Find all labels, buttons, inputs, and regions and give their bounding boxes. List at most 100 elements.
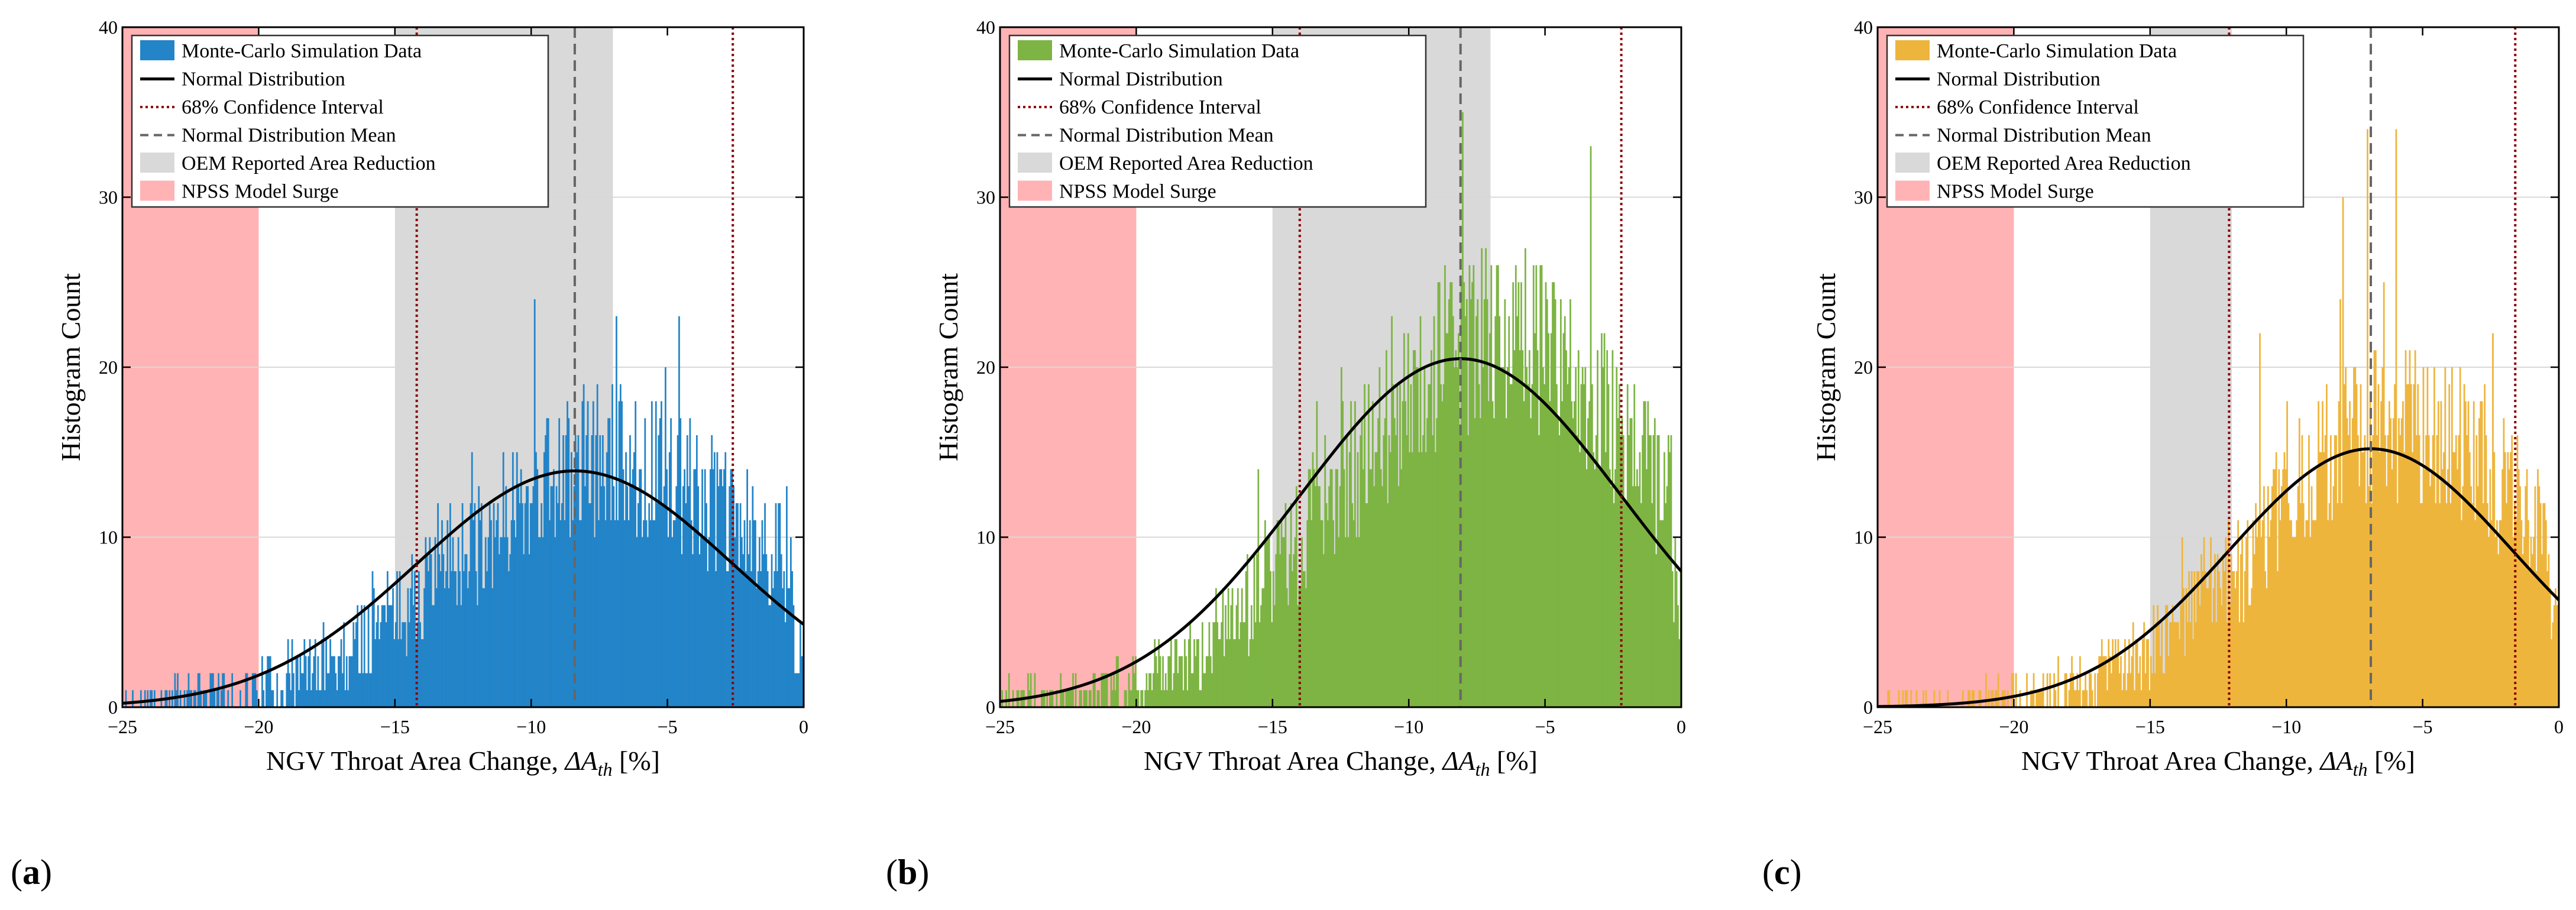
histogram-bar [2255,503,2257,707]
histogram-bar [1205,656,1208,707]
histogram-bar [2451,367,2453,707]
histogram-bar [519,503,521,707]
histogram-bar [2057,656,2059,707]
histogram-bar [1905,690,1907,707]
histogram-bar [619,384,622,707]
histogram-bar [1652,435,1655,707]
histogram-bar [1545,282,1547,707]
histogram-bar [1503,367,1504,707]
histogram-bar [795,673,797,707]
histogram-bar [2525,486,2527,707]
histogram-bar [506,537,509,707]
histogram-bar [1260,605,1262,707]
histogram-bar [1279,554,1281,707]
histogram-bar [1467,435,1470,707]
histogram-bar [1361,418,1363,707]
histogram-bar [2046,673,2048,707]
histogram-bar [2503,418,2505,707]
histogram-bar [1614,469,1616,707]
histogram-bar [637,503,639,707]
histogram-bar [1642,435,1643,707]
histogram-bar [2443,452,2445,707]
histogram-bar [1267,537,1269,707]
histogram-bar [1432,435,1434,707]
histogram-bar [1923,690,1924,707]
histogram-bar [539,537,541,707]
histogram-bar [373,588,375,707]
histogram-bar [555,486,558,707]
histogram-bar [2184,656,2186,707]
histogram-bar [1342,401,1344,707]
histogram-bar [2517,469,2520,707]
histogram-bar [1633,384,1636,707]
histogram-bar [1635,486,1637,707]
histogram-bar [600,486,603,707]
histogram-bar [1979,690,1982,707]
histogram-bar [664,367,666,707]
histogram-bar [1189,622,1192,707]
histogram-bar [2497,554,2500,707]
histogram-bar [1546,299,1548,707]
histogram-bar [267,656,268,707]
histogram-bar [376,622,378,707]
legend-entry-label: Normal Distribution Mean [182,125,396,147]
histogram-bar [2109,656,2111,707]
histogram-bar [2384,435,2386,707]
histogram-bar [1564,316,1566,707]
histogram-bar [2541,554,2543,707]
histogram-bar [374,639,376,707]
histogram-bar [757,571,759,707]
histogram-bar [666,469,668,707]
histogram-bar [656,503,658,707]
x-tick-label: −15 [1258,716,1287,737]
histogram-bar [501,537,503,707]
histogram-bar [2519,486,2521,707]
histogram-bar [715,571,717,707]
histogram-bar [2290,520,2292,707]
histogram-bar [1264,520,1266,707]
histogram-bar [556,503,559,707]
histogram-bar [1261,588,1264,707]
histogram-bar [334,656,335,707]
histogram-bar [1487,401,1490,707]
histogram-bar [2304,537,2306,707]
legend-key-histogram [140,40,174,60]
histogram-bar [2407,384,2410,707]
histogram-bar [698,554,701,707]
legend-key-surge [1018,180,1052,201]
histogram-bar [1455,350,1457,707]
histogram-bar [1643,401,1645,707]
histogram-bar [2316,469,2318,707]
histogram-bar [1346,435,1348,707]
histogram-bar [569,537,571,707]
histogram-bar [668,452,671,707]
histogram-bar [2504,452,2506,707]
histogram-bar [2245,537,2247,707]
histogram-bar [483,588,486,707]
chart-panel-1: −25 −20 −15 −10 −5 0 0 10 20 30 40 NGV Throat Area … [11,17,808,892]
histogram-bar [1409,452,1410,707]
histogram-bar [1456,367,1458,707]
histogram-bar [527,486,529,707]
histogram-bar [455,571,457,707]
histogram-bar [1070,690,1073,707]
histogram-bar [747,554,750,707]
legend-entry-label: Normal Distribution [1059,69,1223,90]
histogram-bar [1499,316,1501,707]
histogram-bar [2425,435,2427,707]
histogram-bar [444,588,446,707]
histogram-bar [286,673,288,707]
histogram-bar [2259,333,2261,707]
histogram-bar [1459,435,1461,707]
histogram-bar [2493,452,2496,707]
histogram-bar [299,656,302,707]
histogram-bar [1092,673,1095,707]
histogram-bar [2500,520,2502,707]
histogram-bar [2494,537,2497,707]
legend-key-oem [1018,153,1052,173]
histogram-bar [218,673,220,707]
histogram-bar [737,503,739,707]
histogram-bar [1201,622,1203,707]
histogram-bar [2159,656,2161,707]
histogram-bar [190,690,192,707]
